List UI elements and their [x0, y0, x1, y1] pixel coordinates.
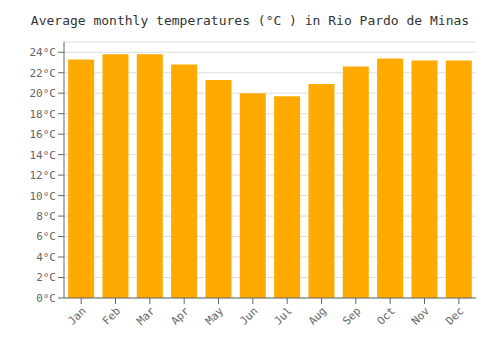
- svg-text:6°C: 6°C: [36, 230, 56, 243]
- svg-text:0°C: 0°C: [36, 292, 56, 305]
- html-text:Average monthly temperatures (: Average monthly temperatures (°C ) in Ri…: [30, 13, 470, 28]
- svg-text:2°C: 2°C: [36, 271, 56, 284]
- svg-text:20°C: 20°C: [30, 87, 57, 100]
- svg-text:14°C: 14°C: [30, 149, 57, 162]
- svg-text:16°C: 16°C: [30, 128, 57, 141]
- svg-text:4°C: 4°C: [36, 251, 56, 264]
- svg-text:12°C: 12°C: [30, 169, 57, 182]
- svg-text:Jan: Jan: [66, 304, 89, 327]
- svg-text:Dec: Dec: [443, 304, 466, 327]
- svg-text:18°C: 18°C: [30, 108, 57, 121]
- svg-text:10°C: 10°C: [30, 190, 57, 203]
- svg-text:24°C: 24°C: [30, 46, 57, 59]
- svg-text:22°C: 22°C: [30, 67, 57, 80]
- svg-text:Feb: Feb: [100, 304, 123, 327]
- svg-text:Mar: Mar: [134, 304, 158, 328]
- svg-text:Apr: Apr: [169, 304, 193, 328]
- svg-text:Jun: Jun: [237, 304, 260, 327]
- svg-text:Jul: Jul: [272, 304, 295, 327]
- svg-text:Aug: Aug: [306, 304, 329, 327]
- svg-text:8°C: 8°C: [36, 210, 56, 223]
- svg-text:Nov: Nov: [409, 304, 433, 328]
- svg-text:May: May: [203, 304, 227, 328]
- svg-text:Sep: Sep: [340, 304, 363, 327]
- svg-text:Oct: Oct: [375, 304, 398, 327]
